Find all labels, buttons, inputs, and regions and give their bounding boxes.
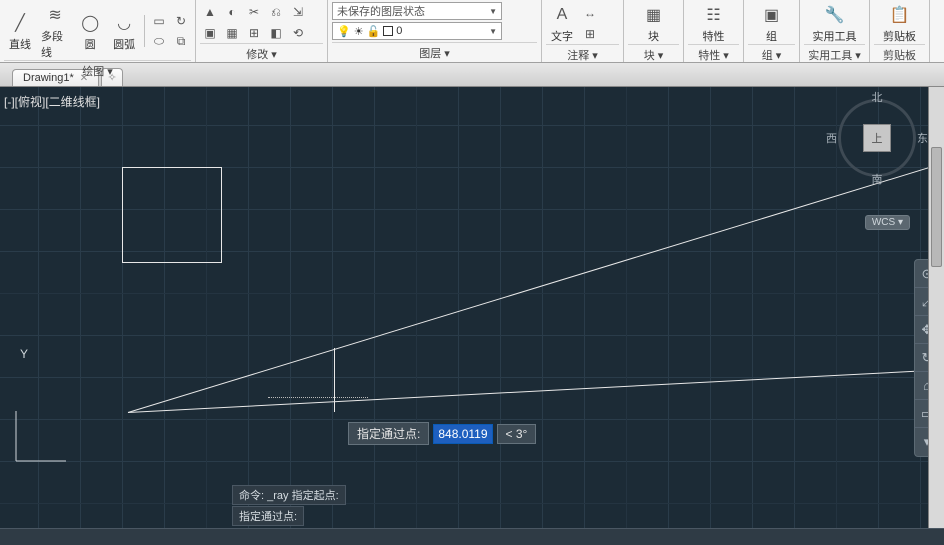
tool-util-label: 实用工具: [813, 28, 857, 44]
ribbon-group-prop: ☷特性 特性 ▾: [684, 0, 744, 62]
mod-1[interactable]: ▲: [200, 2, 220, 22]
ribbon-group-anno: A文字 ↔ ⊞ 注释 ▾: [542, 0, 624, 62]
viewcube-s[interactable]: 南: [872, 171, 883, 187]
ribbon-group-anno-title[interactable]: 注释 ▾: [546, 44, 619, 64]
sun-icon: ☀: [354, 25, 364, 38]
tool-group[interactable]: ▣组: [748, 2, 795, 44]
mod-2[interactable]: ◐: [222, 2, 242, 22]
dyn-distance[interactable]: 848.0119: [433, 424, 492, 444]
scrollbar-thumb[interactable]: [931, 147, 942, 267]
ribbon-group-clip: 📋剪贴板 剪贴板: [870, 0, 930, 62]
anno-1[interactable]: ↔: [580, 3, 600, 23]
rubber-band: [268, 397, 368, 398]
viewcube-w[interactable]: 西: [826, 130, 837, 146]
bulb-icon: 💡: [337, 25, 351, 38]
status-bar-edge: [0, 528, 944, 545]
layer-name: 0: [396, 25, 402, 37]
tool-group-label: 组: [766, 28, 777, 44]
tool-text[interactable]: A文字: [546, 2, 578, 44]
tool-prop[interactable]: ☷特性: [688, 2, 739, 44]
ribbon: ╱直线 ≋多段线 ◯圆 ◡圆弧 ▭ ↻ ⬭ ⧉ 绘图 ▾ ▲ ◐: [0, 0, 944, 63]
mod-10[interactable]: ⟲: [288, 23, 308, 43]
tool-line-label: 直线: [9, 36, 31, 52]
tool-clip-label: 剪贴板: [883, 28, 916, 44]
layer-state-combo[interactable]: 未保存的图层状态 ▼: [332, 2, 502, 20]
layer-state-text: 未保存的图层状态: [337, 3, 425, 19]
tool-polyline-label: 多段线: [41, 28, 69, 60]
ribbon-group-prop-title[interactable]: 特性 ▾: [688, 44, 739, 64]
ribbon-group-layer-title[interactable]: 图层 ▾: [332, 42, 537, 62]
cmd-line-2: 指定通过点:: [232, 506, 304, 526]
vertical-scrollbar[interactable]: [928, 87, 944, 528]
draw-small-4[interactable]: ⧉: [171, 32, 191, 52]
mod-4[interactable]: ⎌: [266, 2, 286, 22]
ribbon-group-group: ▣组 组 ▾: [744, 0, 800, 62]
ribbon-group-draw-title[interactable]: 绘图 ▾: [4, 60, 191, 80]
ribbon-group-util-title[interactable]: 实用工具 ▾: [804, 44, 865, 64]
mod-5[interactable]: ⇲: [288, 2, 308, 22]
draw-small-3[interactable]: ⬭: [149, 32, 169, 52]
selection-rect: [122, 167, 222, 263]
ribbon-group-modify: ▲ ◐ ✂ ⎌ ⇲ ▣ ▦ ⊞ ◧ ⟲ 修改 ▾: [196, 0, 328, 62]
ribbon-group-layer: 未保存的图层状态 ▼ 💡 ☀ 🔓 0 ▼ 图层 ▾: [328, 0, 542, 62]
model-space[interactable]: [-][俯视][二维线框] 指定通过点: 848.0119 < 3° 上 北 南…: [0, 87, 944, 528]
tool-util[interactable]: 🔧实用工具: [804, 2, 865, 44]
chevron-down-icon: ▼: [489, 7, 497, 16]
viewcube[interactable]: 上 北 南 东 西: [832, 93, 922, 183]
tool-arc[interactable]: ◡圆弧: [108, 10, 140, 52]
mod-3[interactable]: ✂: [244, 2, 264, 22]
mod-8[interactable]: ⊞: [244, 23, 264, 43]
tool-block-label: 块: [648, 28, 659, 44]
tool-polyline[interactable]: ≋多段线: [38, 2, 72, 60]
ucs-y-label: Y: [20, 347, 28, 361]
mod-7[interactable]: ▦: [222, 23, 242, 43]
tool-circle[interactable]: ◯圆: [74, 10, 106, 52]
ribbon-group-draw: ╱直线 ≋多段线 ◯圆 ◡圆弧 ▭ ↻ ⬭ ⧉ 绘图 ▾: [0, 0, 196, 62]
ribbon-group-group-title[interactable]: 组 ▾: [748, 44, 795, 64]
tracking-line: [334, 348, 335, 412]
cmd-line-1: 命令: _ray 指定起点:: [232, 485, 346, 505]
ribbon-group-block-title[interactable]: 块 ▾: [628, 44, 679, 64]
draw-small-2[interactable]: ↻: [171, 11, 191, 31]
ucs-icon[interactable]: Y: [14, 403, 74, 466]
ribbon-group-clip-title[interactable]: 剪贴板: [874, 44, 925, 64]
wcs-badge[interactable]: WCS ▾: [865, 215, 910, 230]
command-history: 命令: _ray 指定起点: 指定通过点:: [232, 484, 532, 526]
mod-9[interactable]: ◧: [266, 23, 286, 43]
tool-clip[interactable]: 📋剪贴板: [874, 2, 925, 44]
tool-circle-label: 圆: [85, 36, 96, 52]
dyn-angle[interactable]: < 3°: [497, 424, 537, 444]
viewcube-top[interactable]: 上: [863, 124, 891, 152]
viewcube-e[interactable]: 东: [917, 130, 928, 146]
viewcube-n[interactable]: 北: [872, 89, 883, 105]
ribbon-group-modify-title[interactable]: 修改 ▾: [200, 43, 323, 63]
layer-current-combo[interactable]: 💡 ☀ 🔓 0 ▼: [332, 22, 502, 40]
tool-arc-label: 圆弧: [113, 36, 135, 52]
tool-prop-label: 特性: [703, 28, 725, 44]
tool-text-label: 文字: [551, 28, 573, 44]
ribbon-group-block: ▦块 块 ▾: [624, 0, 684, 62]
layer-color-swatch: [383, 26, 393, 36]
mod-6[interactable]: ▣: [200, 23, 220, 43]
draw-small-1[interactable]: ▭: [149, 11, 169, 31]
ribbon-group-util: 🔧实用工具 实用工具 ▾: [800, 0, 870, 62]
lock-icon: 🔓: [367, 25, 381, 38]
tool-block[interactable]: ▦块: [628, 2, 679, 44]
dynamic-input: 指定通过点: 848.0119 < 3°: [348, 422, 536, 445]
tool-line[interactable]: ╱直线: [4, 10, 36, 52]
view-label[interactable]: [-][俯视][二维线框]: [4, 93, 100, 110]
chevron-down-icon: ▼: [489, 27, 497, 36]
dyn-prompt: 指定通过点:: [348, 422, 429, 445]
anno-2[interactable]: ⊞: [580, 24, 600, 44]
